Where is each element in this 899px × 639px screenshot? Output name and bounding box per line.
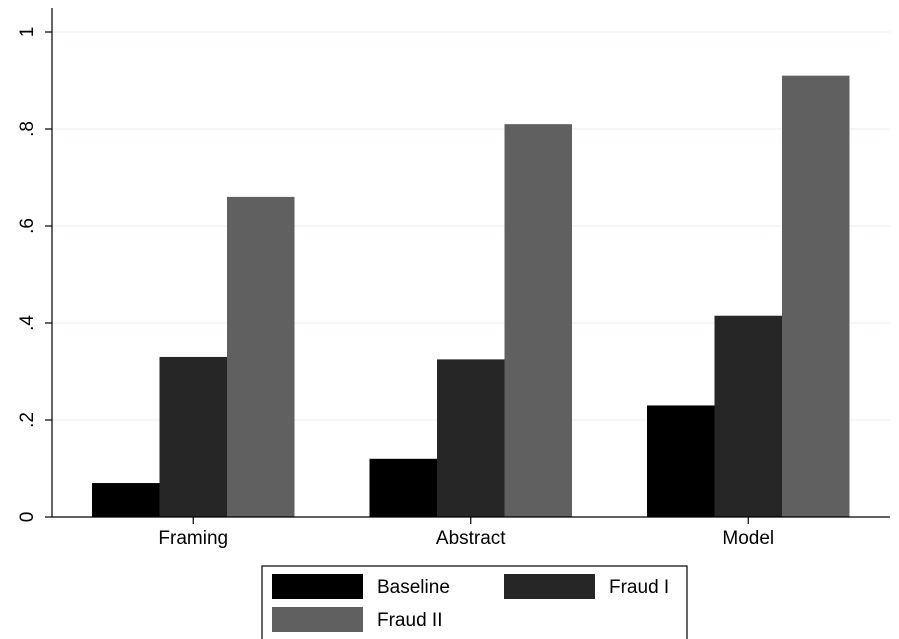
x-tick-label-framing: Framing <box>158 528 228 549</box>
y-tick-label: .2 <box>17 412 38 428</box>
bar-framing-fraud-ii <box>227 196 295 517</box>
bar-abstract-fraud-ii <box>504 124 572 518</box>
y-axis-ticks: 0 .2 .4 .6 .8 1 <box>17 27 52 523</box>
bar-abstract-fraud-i <box>437 359 505 517</box>
bar-model-baseline <box>647 405 715 517</box>
y-tick-label: .8 <box>17 121 38 137</box>
y-tick-label: .4 <box>17 315 38 331</box>
bar-framing-fraud-i <box>159 356 227 517</box>
legend: Baseline Fraud I Fraud II <box>261 565 688 639</box>
legend-swatch-baseline <box>272 574 363 599</box>
legend-swatch-fraud-ii <box>272 607 363 632</box>
y-tick-label: 1 <box>17 27 38 38</box>
y-tick-label: .6 <box>17 218 38 234</box>
x-tick-label-abstract: Abstract <box>436 528 506 549</box>
legend-label: Baseline <box>377 577 450 598</box>
x-axis-ticks: Framing Abstract Model <box>158 517 774 549</box>
bar-framing-baseline <box>92 483 160 517</box>
bar-model-fraud-ii <box>782 75 850 518</box>
bar-abstract-baseline <box>369 458 437 517</box>
legend-label: Fraud I <box>609 577 669 598</box>
bar-model-fraud-i <box>714 315 782 517</box>
bars <box>92 75 850 518</box>
y-tick-label: 0 <box>17 512 38 523</box>
legend-label: Fraud II <box>377 610 442 631</box>
x-tick-label-model: Model <box>722 528 774 549</box>
legend-swatch-fraud-i <box>504 574 595 599</box>
